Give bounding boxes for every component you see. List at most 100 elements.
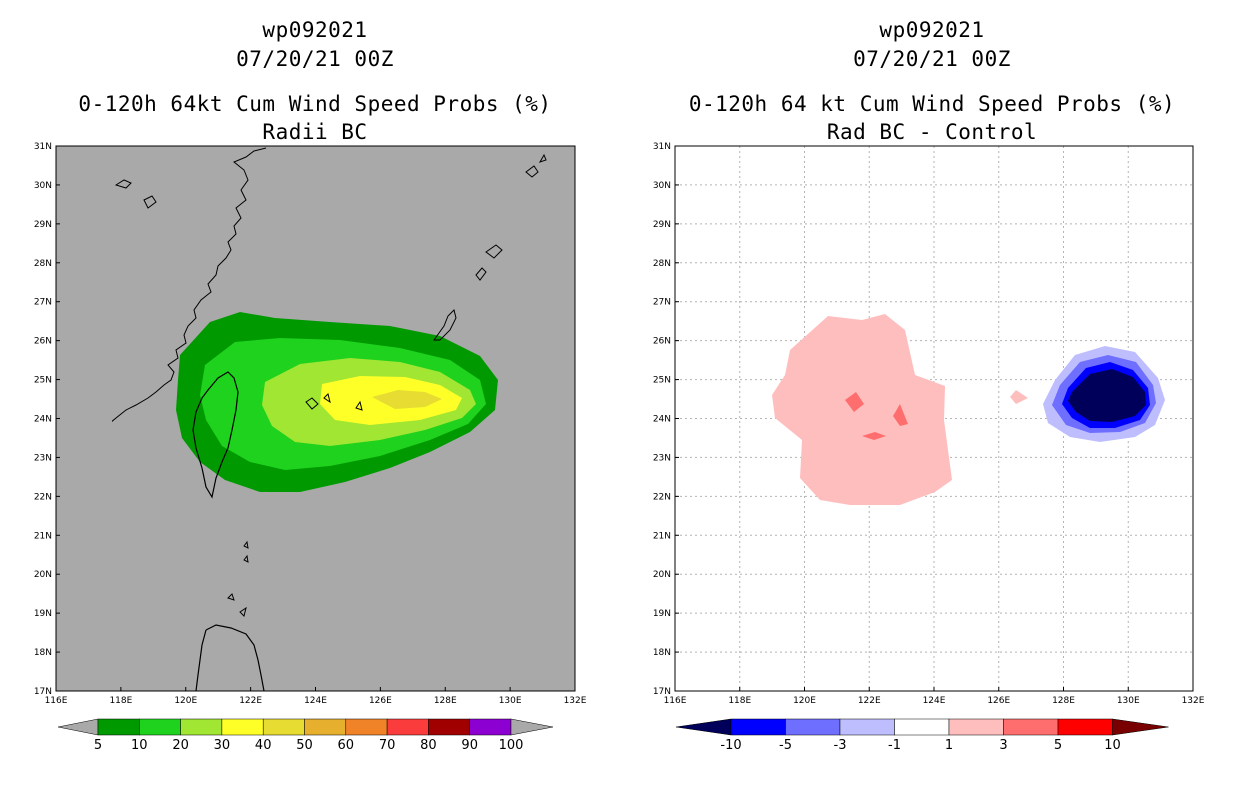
left-colorbar-swatch [180,718,223,736]
right-lon-label: 130E [1117,696,1140,706]
right-lat-label: 20N [653,570,671,580]
right-difference-contours [772,314,1165,505]
right-colorbar-label: -10 [720,738,741,753]
left-map: 116E 118E 120E 122E 124E 126E 128E 130E 132E 31N 3… [34,142,587,706]
right-colorbar-swatch [785,718,841,736]
left-colorbar-label: 70 [379,738,396,753]
right-lat-label: 25N [653,376,671,386]
right-contour-pos-3b [893,404,908,426]
right-colorbar-label: 5 [1054,738,1062,753]
left-colorbar-label: 30 [214,738,231,753]
right-lat-label: 24N [653,415,671,425]
left-colorbar-swatch [469,718,512,736]
right-colorbar-low-arrow [675,718,732,736]
left-colorbar-label: 5 [94,738,102,753]
right-colorbar-label: -3 [834,738,847,753]
right-contour-pos-1 [772,314,952,505]
left-lat-label: 29N [34,220,52,230]
left-colorbar-label: 80 [420,738,437,753]
right-colorbar-label: 10 [1104,738,1121,753]
left-lon-label: 120E [174,696,197,706]
right-lat-label: 29N [653,220,671,230]
left-lat-label: 23N [34,453,52,463]
left-lat-label: 20N [34,570,52,580]
right-lat-label: 23N [653,453,671,463]
right-lat-label: 28N [653,259,671,269]
left-lon-label: 126E [369,696,392,706]
left-colorbar-swatch [386,718,429,736]
right-colorbar-swatch [1057,718,1113,736]
left-lon-label: 130E [499,696,522,706]
left-lat-label: 18N [34,648,52,658]
left-colorbar-label: 100 [499,738,524,753]
right-colorbar: -10 -5 -3 -1 1 3 5 10 [675,718,1169,753]
right-colorbar-swatch [730,718,786,736]
right-lon-label: 126E [987,696,1010,706]
left-lat-label: 21N [34,531,52,541]
right-contour-pos-3c [862,432,886,440]
left-colorbar-label: 90 [461,738,478,753]
left-lat-label: 17N [34,687,52,697]
right-lat-label: 30N [653,181,671,191]
right-storm-id: wp092021 [879,18,985,42]
right-colorbar-swatch [894,718,950,736]
left-colorbar-label: 20 [172,738,189,753]
right-colorbar-label: 1 [945,738,953,753]
left-lat-label: 30N [34,181,52,191]
right-colorbar-swatch [948,718,1004,736]
left-storm-id: wp092021 [262,18,368,42]
left-lat-label: 26N [34,337,52,347]
right-colorbar-high-arrow [1112,718,1169,736]
left-colorbar-label: 50 [296,738,313,753]
right-lon-label: 124E [923,696,946,706]
right-map: 116E 118E 120E 122E 124E 126E 128E 130E 132E 31N 3… [653,142,1205,706]
right-lon-label: 118E [728,696,751,706]
right-lat-label: 31N [653,142,671,152]
left-lat-label: 25N [34,376,52,386]
right-lon-label: 116E [664,696,687,706]
left-contour-40 [372,390,442,409]
left-colorbar: 5 10 20 30 40 50 60 70 80 90 100 [57,718,554,753]
left-axes: 116E 118E 120E 122E 124E 126E 128E 130E 132E 31N 3… [34,142,587,706]
right-lat-label: 19N [653,609,671,619]
right-lat-label: 26N [653,337,671,347]
right-lon-label: 132E [1182,696,1205,706]
right-subtitle: Rad BC - Control [826,120,1038,144]
left-subtitle: Radii BC [262,120,368,144]
left-colorbar-swatch [97,718,140,736]
right-lon-label: 122E [858,696,881,706]
left-lat-label: 28N [34,259,52,269]
right-lon-label: 128E [1052,696,1075,706]
left-lat-label: 24N [34,415,52,425]
left-colorbar-swatch [428,718,470,736]
right-lat-label: 17N [653,687,671,697]
left-datetime: 07/20/21 00Z [236,47,394,71]
left-lon-label: 116E [45,696,68,706]
left-colorbar-label: 40 [255,738,272,753]
right-datetime: 07/20/21 00Z [853,47,1011,71]
left-colorbar-low-arrow [57,718,99,736]
left-colorbar-swatch [304,718,347,736]
left-colorbar-swatch [345,718,388,736]
left-colorbar-swatch [262,718,305,736]
left-lon-label: 124E [304,696,327,706]
left-lat-label: 22N [34,492,52,502]
left-probability-contours [176,312,498,492]
right-colorbar-label: -5 [779,738,792,753]
left-colorbar-label: 10 [131,738,148,753]
left-colorbar-swatch [221,718,264,736]
left-lat-label: 19N [34,609,52,619]
left-lon-label: 128E [434,696,457,706]
right-lat-label: 18N [653,648,671,658]
right-colorbar-label: -1 [888,738,901,753]
right-contour-pos-1b [1010,390,1028,404]
left-lon-label: 118E [109,696,132,706]
left-lon-label: 132E [564,696,587,706]
right-colorbar-swatch [1003,718,1059,736]
right-lat-label: 27N [653,298,671,308]
right-lon-label: 120E [793,696,816,706]
left-title: 0-120h 64kt Cum Wind Speed Probs (%) [78,92,552,116]
right-axes: 116E 118E 120E 122E 124E 126E 128E 130E 132E 31N 3… [653,142,1205,706]
right-title: 0-120h 64 kt Cum Wind Speed Probs (%) [688,92,1176,116]
